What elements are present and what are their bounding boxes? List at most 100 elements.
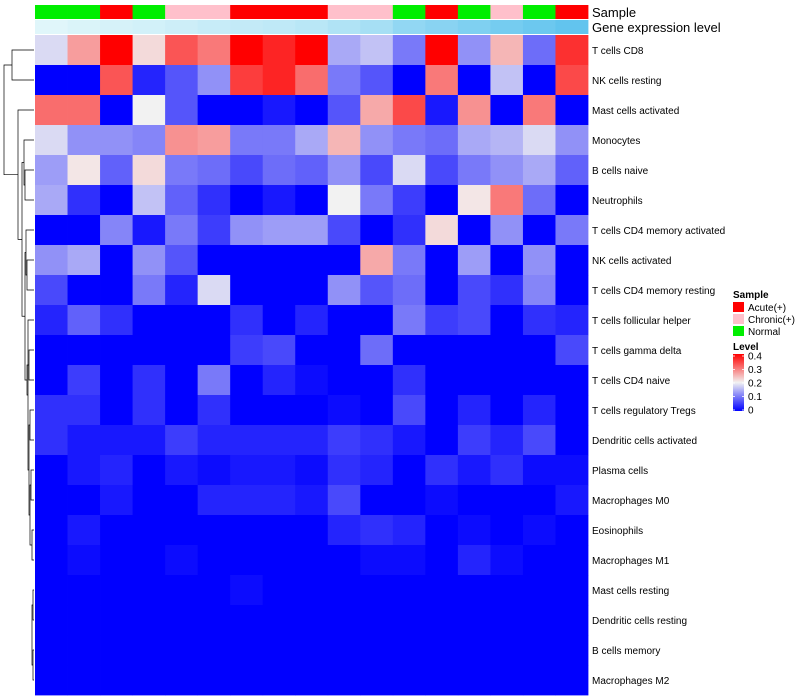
dendrogram-branch [21, 162, 25, 317]
heatmap-cell [35, 35, 68, 66]
heatmap-cell [197, 95, 231, 126]
heatmap-cell [327, 665, 361, 696]
heatmap-cell [132, 665, 166, 696]
heatmap-cell [555, 275, 589, 306]
heatmap-cell [230, 485, 264, 516]
heatmap-cell [425, 65, 459, 96]
level-legend-tick: 0.3 [748, 365, 762, 376]
heatmap-cell [457, 215, 491, 246]
heatmap-cell [165, 305, 199, 336]
heatmap-cell [35, 395, 68, 426]
heatmap-cell [35, 275, 68, 306]
heatmap-cell [360, 125, 394, 156]
expression-annotation-cell [35, 20, 68, 34]
heatmap-cell [392, 635, 426, 666]
heatmap-cell [522, 65, 556, 96]
heatmap-cell [100, 515, 133, 546]
heatmap-cell [425, 215, 459, 246]
heatmap-cell [35, 485, 68, 516]
expression-annotation-cell [457, 20, 491, 34]
heatmap-cell [35, 455, 68, 486]
heatmap-cell [67, 305, 101, 336]
heatmap-cell [327, 635, 361, 666]
heatmap-cell [262, 215, 296, 246]
expression-annotation-cell [360, 20, 394, 34]
heatmap-cell [197, 275, 231, 306]
row-label: Dendritic cells activated [592, 436, 697, 447]
dendrogram-branch [17, 109, 34, 240]
heatmap-cell [35, 335, 68, 366]
heatmap-cell [555, 365, 589, 396]
heatmap-cell [197, 545, 231, 576]
heatmap-cell [100, 455, 133, 486]
heatmap-cell [490, 425, 524, 456]
heatmap-cell [262, 185, 296, 216]
heatmap-cell [132, 545, 166, 576]
heatmap-cell [522, 605, 556, 636]
heatmap-cell [392, 425, 426, 456]
sample-annotation-cell [165, 5, 199, 19]
sample-annotation-cell [132, 5, 166, 19]
heatmap-cell [100, 365, 133, 396]
heatmap-cell [522, 545, 556, 576]
expression-annotation-cell [522, 20, 556, 34]
heatmap-cell [295, 335, 329, 366]
heatmap-cell [360, 275, 394, 306]
heatmap-cell [522, 215, 556, 246]
heatmap-cell [360, 305, 394, 336]
heatmap-cell [327, 365, 361, 396]
expression-annotation-cell [425, 20, 459, 34]
heatmap-cell [522, 665, 556, 696]
heatmap-cell [100, 305, 133, 336]
row-label: T cells CD4 memory activated [592, 226, 725, 237]
heatmap-cell [457, 515, 491, 546]
heatmap-cell [425, 575, 459, 606]
heatmap-cell [67, 245, 101, 276]
heatmap-cell [132, 425, 166, 456]
heatmap-cell [165, 455, 199, 486]
dendrogram-branch [32, 589, 34, 621]
sample-annotation-cell [35, 5, 68, 19]
heatmap-cell [392, 545, 426, 576]
heatmap-cell [132, 275, 166, 306]
heatmap-cell [197, 635, 231, 666]
heatmap-cell [262, 305, 296, 336]
sample-annotation-cell [230, 5, 264, 19]
heatmap-cell [35, 245, 68, 276]
heatmap-cell [457, 395, 491, 426]
heatmap-cell [165, 365, 199, 396]
heatmap-cell [490, 365, 524, 396]
sample-annotation-cell [457, 5, 491, 19]
heatmap-cell [132, 65, 166, 96]
heatmap-cell [360, 35, 394, 66]
heatmap-cell [67, 665, 101, 696]
heatmap-cell [425, 545, 459, 576]
sample-legend-swatch [733, 314, 744, 324]
heatmap-cell [327, 515, 361, 546]
heatmap-cell [165, 515, 199, 546]
heatmap-cell [425, 635, 459, 666]
heatmap-cell [457, 335, 491, 366]
expression-annotation-cell [165, 20, 199, 34]
heatmap-cell [392, 365, 426, 396]
heatmap-cell [555, 545, 589, 576]
expression-annotation-cell [295, 20, 329, 34]
heatmap-cell [522, 425, 556, 456]
level-colorbar [733, 354, 744, 411]
heatmap-cell [197, 245, 231, 276]
heatmap-cell [295, 35, 329, 66]
sample-annotation-cell [522, 5, 556, 19]
heatmap-cell [457, 155, 491, 186]
row-label: Monocytes [592, 136, 640, 147]
heatmap-cell [522, 125, 556, 156]
heatmap-cell [67, 35, 101, 66]
row-label: T cells follicular helper [592, 316, 691, 327]
heatmap-cell [295, 455, 329, 486]
heatmap-cell [67, 125, 101, 156]
heatmap-cell [67, 425, 101, 456]
heatmap-cell [35, 605, 68, 636]
heatmap-cell [490, 35, 524, 66]
sample-annotation-cell [425, 5, 459, 19]
row-label: Mast cells activated [592, 106, 679, 117]
row-label: T cells CD8 [592, 46, 644, 57]
